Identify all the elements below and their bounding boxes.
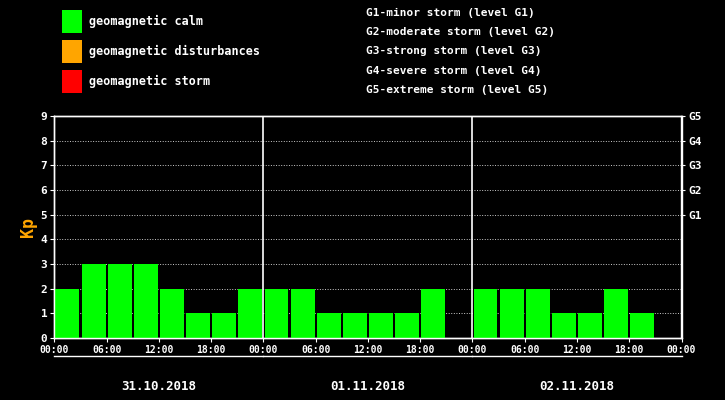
Bar: [108, 264, 132, 338]
Bar: [473, 289, 497, 338]
Bar: [134, 264, 158, 338]
Bar: [160, 289, 184, 338]
Bar: [500, 289, 523, 338]
Text: geomagnetic disturbances: geomagnetic disturbances: [89, 45, 260, 58]
Text: G5-extreme storm (level G5): G5-extreme storm (level G5): [366, 85, 548, 95]
Bar: [343, 313, 367, 338]
Bar: [604, 289, 628, 338]
Bar: [630, 313, 654, 338]
Text: geomagnetic storm: geomagnetic storm: [89, 75, 210, 88]
Text: geomagnetic calm: geomagnetic calm: [89, 15, 203, 28]
Text: 01.11.2018: 01.11.2018: [331, 380, 405, 393]
Bar: [212, 313, 236, 338]
Text: G3-strong storm (level G3): G3-strong storm (level G3): [366, 46, 542, 56]
Bar: [56, 289, 80, 338]
Bar: [239, 289, 262, 338]
Text: G4-severe storm (level G4): G4-severe storm (level G4): [366, 66, 542, 76]
Text: G2-moderate storm (level G2): G2-moderate storm (level G2): [366, 27, 555, 37]
Bar: [578, 313, 602, 338]
Bar: [421, 289, 445, 338]
Text: 02.11.2018: 02.11.2018: [539, 380, 615, 393]
Bar: [186, 313, 210, 338]
Bar: [317, 313, 341, 338]
Y-axis label: Kp: Kp: [19, 217, 36, 237]
Text: G1-minor storm (level G1): G1-minor storm (level G1): [366, 8, 535, 18]
Bar: [552, 313, 576, 338]
Bar: [369, 313, 393, 338]
Bar: [291, 289, 315, 338]
Bar: [82, 264, 106, 338]
Bar: [265, 289, 289, 338]
Bar: [526, 289, 550, 338]
Bar: [395, 313, 419, 338]
Text: 31.10.2018: 31.10.2018: [121, 380, 196, 393]
